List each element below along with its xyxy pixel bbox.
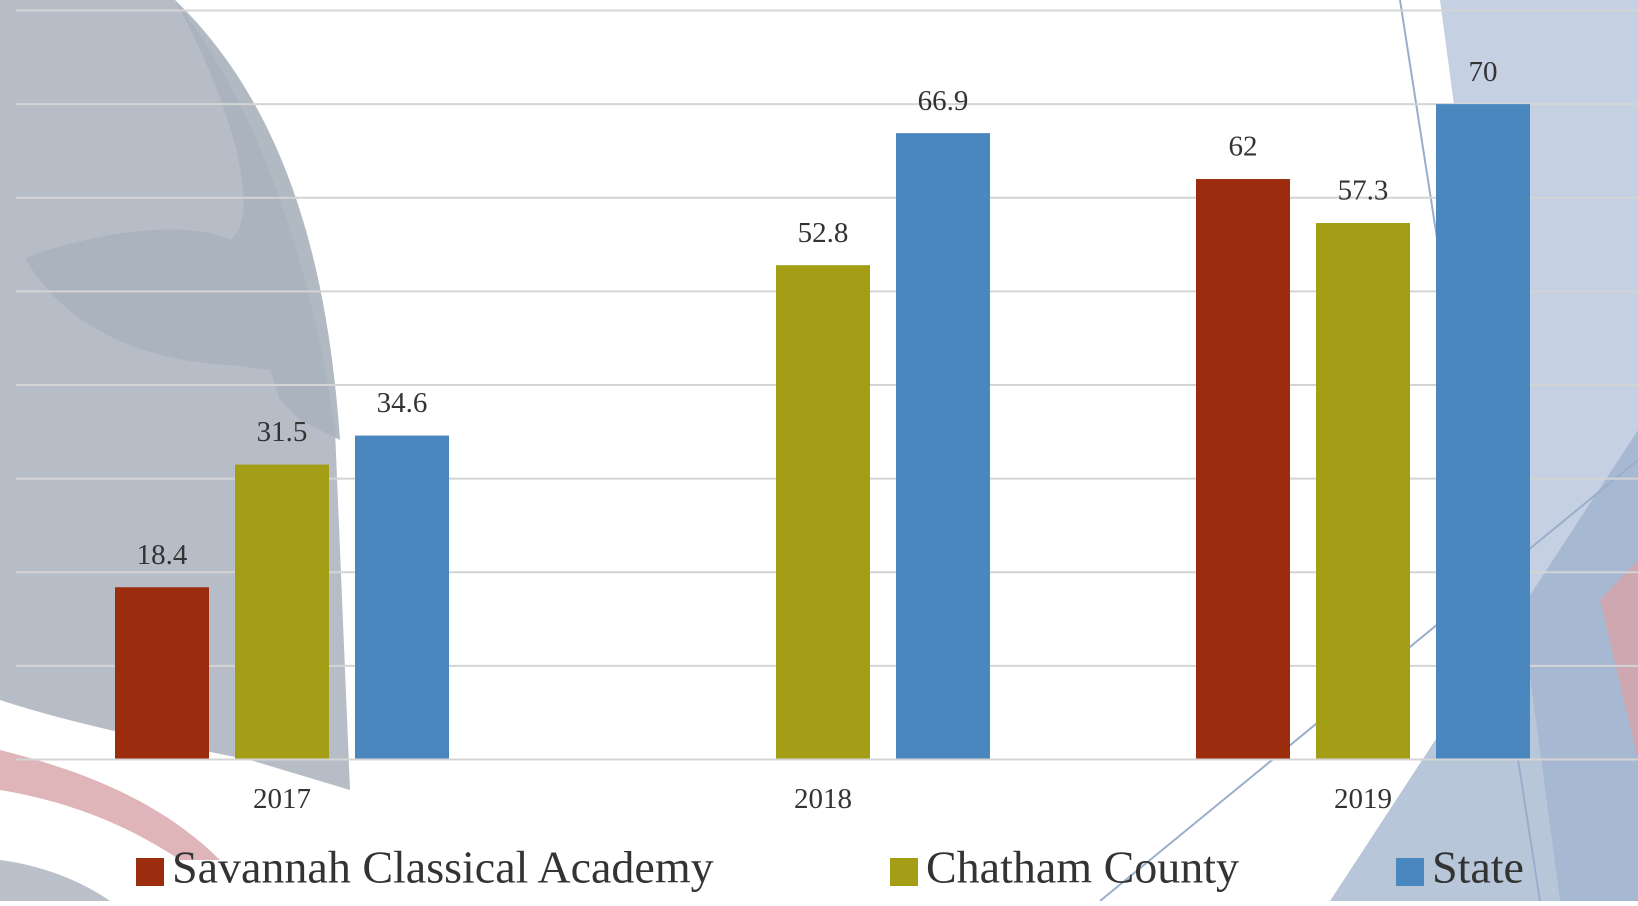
bar [776,265,870,760]
legend-swatch [890,858,918,886]
legend-label: Savannah Classical Academy [172,842,714,893]
bar [1196,179,1290,760]
bar [115,587,209,760]
data-label: 52.8 [798,217,849,249]
x-tick-label: 2019 [1334,783,1392,815]
data-label: 66.9 [918,85,969,117]
bar [896,133,990,760]
legend-swatch [1396,858,1424,886]
data-label: 62 [1229,131,1258,163]
x-tick-label: 2017 [253,783,311,815]
bar [1436,104,1530,760]
bar [1316,223,1410,760]
bar [355,435,449,760]
legend-label: Chatham County [926,842,1239,893]
data-label: 18.4 [137,539,188,571]
data-label: 57.3 [1338,175,1389,207]
data-label: 31.5 [257,416,308,448]
legend-label: State [1432,842,1524,893]
legend-swatch [136,858,164,886]
x-tick-label: 2018 [794,783,852,815]
bar [235,464,329,760]
data-label: 70 [1469,56,1498,88]
plot-area: 2017 18.4 31.5 34.6 2018 52.8 66.9 2019 62 57.3 70… [16,9,1638,893]
data-label: 34.6 [377,387,428,419]
